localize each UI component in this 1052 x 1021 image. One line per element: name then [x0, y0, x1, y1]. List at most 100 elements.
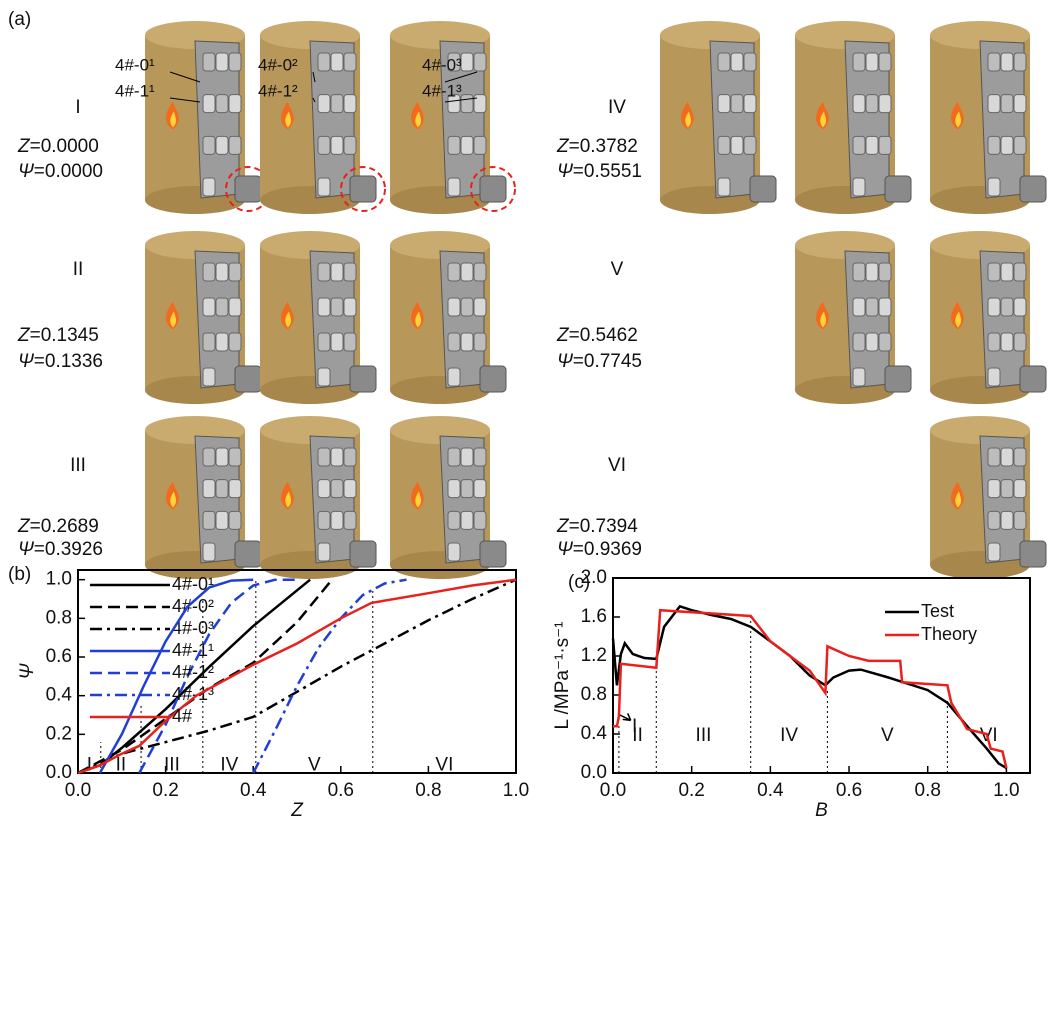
- pellet: [229, 136, 241, 154]
- pellet: [229, 95, 241, 113]
- z-value: =0.2689: [30, 516, 99, 537]
- pellet: [448, 136, 460, 154]
- pellet: [448, 178, 460, 196]
- x-tick-label: 1.0: [993, 780, 1019, 801]
- pellet: [318, 543, 330, 561]
- pellet: [866, 53, 878, 71]
- pellet: [344, 263, 356, 281]
- y-tick-label: 0.6: [46, 646, 72, 667]
- x-tick-label: 0.4: [240, 780, 267, 801]
- pellet: [344, 298, 356, 316]
- pellet: [718, 95, 730, 113]
- arrow: [619, 713, 631, 720]
- pellet: [718, 53, 730, 71]
- y-tick-label: 0.0: [46, 762, 72, 783]
- x-tick-label: 0.4: [757, 780, 784, 801]
- stage-numeral: I: [75, 97, 80, 118]
- legend-label: 4#: [172, 706, 192, 726]
- pellet: [229, 333, 241, 351]
- stage-z: Z=0.5462: [556, 325, 638, 346]
- region-label: II: [632, 725, 643, 746]
- pellet: [474, 511, 486, 529]
- pellet: [988, 543, 1000, 561]
- y-tick-label: 0.0: [581, 762, 607, 783]
- x-tick-label: 0.6: [328, 780, 354, 801]
- pellet-sample: [350, 541, 376, 567]
- pellet-sample: [350, 366, 376, 392]
- legend-label: Test: [921, 601, 954, 621]
- z-value: =0.5462: [569, 325, 638, 346]
- pellet: [229, 53, 241, 71]
- pellet: [988, 368, 1000, 386]
- pellet: [474, 448, 486, 466]
- pellet: [318, 95, 330, 113]
- pellet: [216, 263, 228, 281]
- pellet: [461, 511, 473, 529]
- pellet: [1014, 136, 1026, 154]
- pellet: [988, 53, 1000, 71]
- stage-psi: Ψ=0.3926: [18, 539, 103, 560]
- pellet: [1014, 511, 1026, 529]
- pellet: [744, 136, 756, 154]
- pellet: [448, 368, 460, 386]
- x-tick-label: 0.2: [152, 780, 178, 801]
- legend-label: 4#-0²: [172, 596, 214, 616]
- psi-value: =0.0000: [34, 161, 103, 182]
- pellet: [879, 333, 891, 351]
- pellet: [1014, 333, 1026, 351]
- pellet-sample: [480, 366, 506, 392]
- pellet: [318, 480, 330, 498]
- panel-label: (b): [8, 564, 31, 585]
- pellet: [853, 368, 865, 386]
- stage-psi: Ψ=0.0000: [18, 161, 103, 182]
- cylinder: [930, 416, 1046, 579]
- pellet: [318, 136, 330, 154]
- x-tick-label: 0.8: [415, 780, 441, 801]
- pellet: [988, 298, 1000, 316]
- psi-value: =0.9369: [573, 539, 642, 560]
- stage-psi: Ψ=0.7745: [557, 351, 642, 372]
- pellet: [331, 448, 343, 466]
- pellet: [229, 298, 241, 316]
- pellet: [448, 448, 460, 466]
- pellet: [1014, 95, 1026, 113]
- pellet: [203, 178, 215, 196]
- pellet: [216, 511, 228, 529]
- pellet: [203, 480, 215, 498]
- y-tick-label: 0.2: [46, 723, 72, 744]
- stage-psi: Ψ=0.5551: [557, 161, 642, 182]
- pellet: [344, 448, 356, 466]
- pellet-sample: [480, 541, 506, 567]
- pellet: [216, 95, 228, 113]
- pellet-sample: [235, 366, 261, 392]
- region-label: VI: [435, 754, 453, 775]
- pellet: [461, 136, 473, 154]
- pellet-sample: [350, 176, 376, 202]
- region-label: V: [308, 754, 321, 775]
- y-tick-label: 1.0: [46, 569, 72, 590]
- pellet: [448, 333, 460, 351]
- z-value: =0.3782: [569, 136, 638, 157]
- stage-z: Z=0.7394: [556, 516, 638, 537]
- pellet: [448, 263, 460, 281]
- x-tick-label: 0.0: [65, 780, 91, 801]
- legend-label: Theory: [921, 624, 977, 644]
- pellet: [216, 480, 228, 498]
- pellet-sample: [1020, 541, 1046, 567]
- psi-value: =0.7745: [573, 351, 642, 372]
- pellet: [331, 95, 343, 113]
- cylinder: [795, 231, 911, 404]
- pellet: [331, 511, 343, 529]
- pellet: [461, 333, 473, 351]
- x-tick-label: 0.6: [836, 780, 862, 801]
- pellet: [731, 136, 743, 154]
- pellet: [203, 95, 215, 113]
- pellet: [988, 263, 1000, 281]
- pellet: [461, 95, 473, 113]
- pellet: [1001, 263, 1013, 281]
- psi-symbol: Ψ: [18, 539, 35, 560]
- pellet-label: 4#-1¹: [115, 81, 155, 100]
- pellet: [461, 480, 473, 498]
- pellet: [866, 298, 878, 316]
- y-tick-label: 0.8: [46, 607, 72, 628]
